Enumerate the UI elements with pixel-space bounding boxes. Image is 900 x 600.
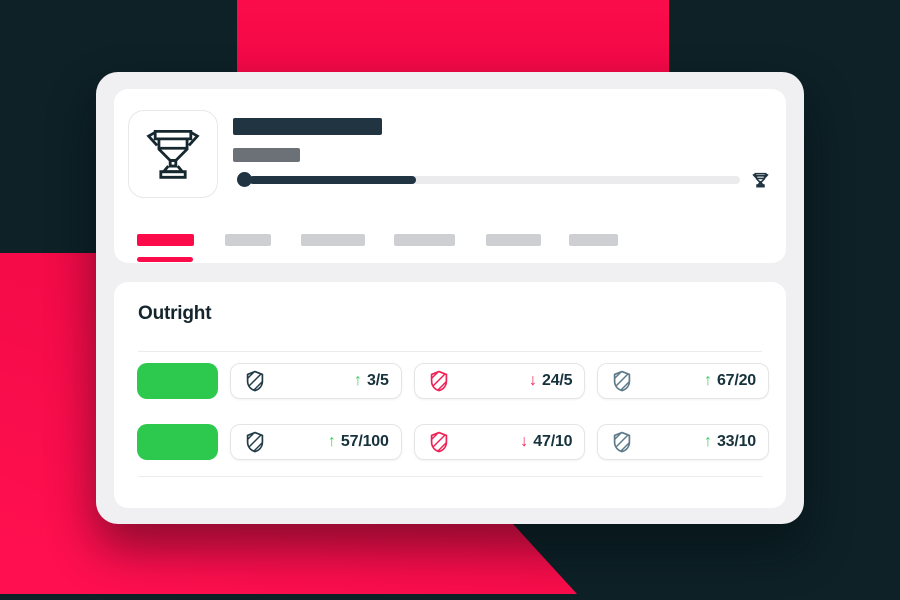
trend-up-icon: ↑	[327, 433, 336, 450]
odds-value: 57/100	[340, 433, 389, 450]
shield-icon	[243, 369, 267, 393]
odds-button[interactable]: ↑ 3/5	[230, 363, 402, 399]
season-progress-bar	[249, 176, 740, 184]
trend-down-icon: ↓	[529, 372, 537, 389]
betting-widget-card: Outright ↑ 3/5 ↓ 24/5	[96, 72, 804, 524]
tab-placeholder-4[interactable]	[486, 234, 541, 246]
shield-icon	[610, 369, 634, 393]
odds-button[interactable]: ↑ 67/20	[597, 363, 770, 399]
tab-placeholder-5[interactable]	[569, 234, 618, 246]
team-name-placeholder	[137, 363, 218, 399]
outright-market-panel: Outright ↑ 3/5 ↓ 24/5	[114, 282, 786, 508]
competition-title-placeholder	[233, 118, 382, 135]
competition-subtitle-placeholder	[233, 148, 300, 162]
shield-icon	[427, 369, 451, 393]
market-row-1: ↑ 3/5 ↓ 24/5 ↑ 67/20	[137, 363, 770, 399]
competition-logo-tile	[128, 110, 218, 198]
season-progress-fill	[249, 176, 416, 184]
tab-placeholder-1[interactable]	[225, 234, 271, 246]
divider	[138, 476, 762, 477]
competition-header-panel	[114, 89, 786, 263]
team-name-placeholder	[137, 424, 218, 460]
market-row-2: ↑ 57/100 ↓ 47/10 ↑ 33/10	[137, 424, 770, 460]
trend-down-icon: ↓	[520, 433, 529, 450]
tab-placeholder-3[interactable]	[394, 234, 455, 246]
tab-active[interactable]	[137, 234, 194, 246]
shield-icon	[243, 430, 267, 454]
odds-button[interactable]: ↓ 47/10	[413, 424, 586, 460]
odds-value: 3/5	[367, 372, 389, 389]
odds-value: 47/10	[533, 433, 573, 450]
market-title: Outright	[138, 303, 212, 324]
progress-start-dot-icon	[237, 172, 252, 187]
odds-button[interactable]: ↑ 57/100	[230, 424, 402, 460]
odds-value: 33/10	[716, 433, 757, 450]
progress-end-trophy-icon	[750, 169, 770, 189]
active-tab-underline	[137, 257, 193, 262]
trend-up-icon: ↑	[354, 372, 363, 389]
odds-value: 24/5	[542, 372, 573, 389]
odds-button[interactable]: ↑ 33/10	[597, 424, 770, 460]
odds-value: 67/20	[716, 372, 757, 389]
shield-icon	[610, 430, 634, 454]
trend-up-icon: ↑	[703, 433, 712, 450]
tab-placeholder-2[interactable]	[301, 234, 365, 246]
trend-up-icon: ↑	[703, 372, 712, 389]
trophy-icon	[143, 122, 203, 187]
divider	[138, 351, 762, 352]
odds-button[interactable]: ↓ 24/5	[413, 363, 586, 399]
shield-icon	[427, 430, 451, 454]
